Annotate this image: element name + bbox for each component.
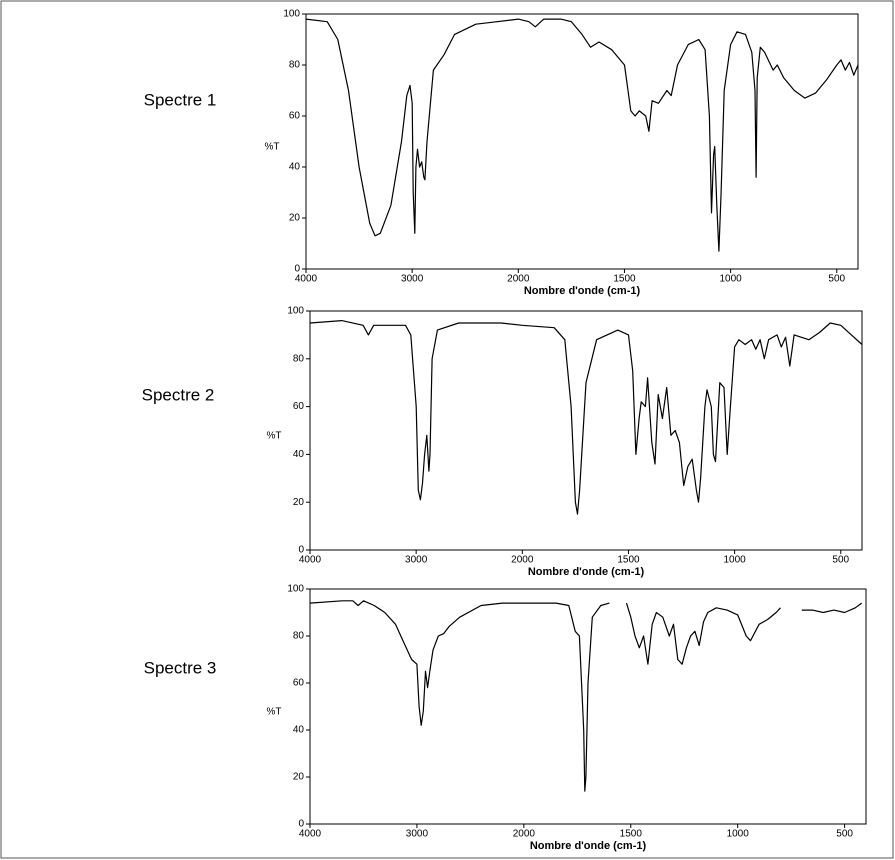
y-tick-label: 40 xyxy=(293,449,305,460)
x-tick-label: 1500 xyxy=(613,274,636,285)
y-tick-label: 100 xyxy=(283,9,300,20)
x-tick-label: 1000 xyxy=(727,829,750,840)
x-tick-label: 3000 xyxy=(401,274,424,285)
y-tick-label: 80 xyxy=(289,60,301,71)
x-tick-label: 4000 xyxy=(295,274,318,285)
chart-title: Spectre 2 xyxy=(142,385,215,404)
plot-area xyxy=(309,588,867,825)
x-tick-label: 4000 xyxy=(299,555,322,566)
x-axis-label: Nombre d'onde (cm-1) xyxy=(524,285,641,297)
y-tick-label: 20 xyxy=(293,497,305,508)
spectrum-line xyxy=(305,18,859,252)
chart-title: Spectre 1 xyxy=(144,90,217,109)
y-tick-label: 40 xyxy=(293,725,305,736)
plot-area xyxy=(309,310,863,551)
x-tick-label: 3000 xyxy=(406,829,429,840)
x-tick-label: 2000 xyxy=(511,555,534,566)
y-tick-label: 20 xyxy=(293,772,305,783)
y-tick-label: 80 xyxy=(293,631,305,642)
x-tick-label: 2000 xyxy=(513,829,536,840)
y-tick-label: 0 xyxy=(294,264,300,275)
chart-title: Spectre 3 xyxy=(144,658,217,677)
y-tick-label: 80 xyxy=(293,353,305,364)
x-tick-label: 3000 xyxy=(405,555,428,566)
y-axis-label: %T xyxy=(265,142,280,153)
y-tick-label: 0 xyxy=(298,819,304,830)
x-tick-label: 1500 xyxy=(620,829,643,840)
y-axis-label: %T xyxy=(267,707,282,718)
y-tick-label: 100 xyxy=(287,306,304,317)
spectrum-line xyxy=(309,320,863,515)
y-tick-label: 60 xyxy=(293,678,305,689)
y-tick-label: 60 xyxy=(289,111,301,122)
plot-area xyxy=(305,13,859,270)
x-tick-label: 1000 xyxy=(719,274,742,285)
y-tick-label: 60 xyxy=(293,401,305,412)
y-axis-label: %T xyxy=(267,431,282,442)
y-tick-label: 20 xyxy=(289,213,301,224)
x-tick-label: 2000 xyxy=(507,274,530,285)
x-axis-label: Nombre d'onde (cm-1) xyxy=(528,566,645,578)
x-tick-label: 500 xyxy=(828,274,845,285)
y-tick-label: 100 xyxy=(287,584,304,595)
x-tick-label: 4000 xyxy=(299,829,322,840)
x-tick-label: 500 xyxy=(836,829,853,840)
y-tick-label: 0 xyxy=(298,545,304,556)
x-tick-label: 1500 xyxy=(617,555,640,566)
x-axis-label: Nombre d'onde (cm-1) xyxy=(530,840,647,852)
y-tick-label: 40 xyxy=(289,162,301,173)
x-tick-label: 500 xyxy=(832,555,849,566)
spectrum-line xyxy=(309,600,863,792)
x-tick-label: 1000 xyxy=(723,555,746,566)
